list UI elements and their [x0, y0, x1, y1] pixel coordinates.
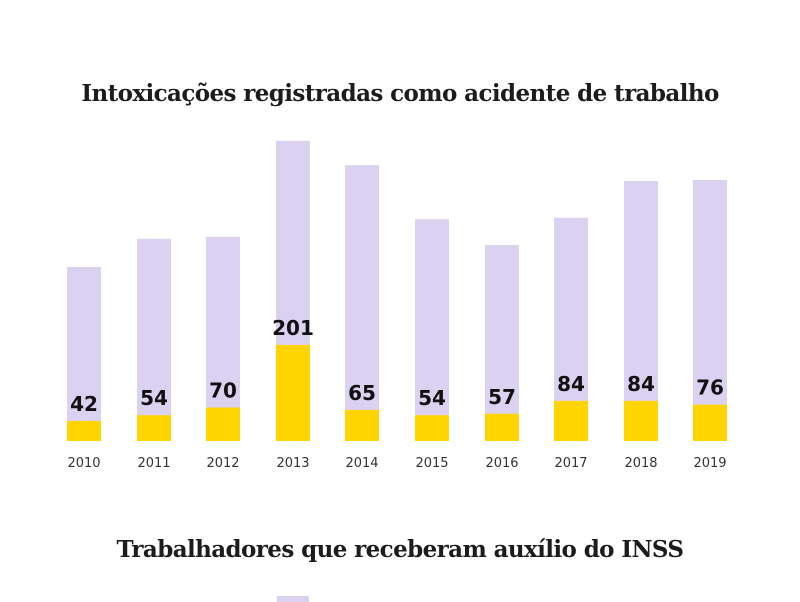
x-tick-label-2019: 2019 — [693, 456, 726, 471]
bar-total-2018 — [624, 180, 658, 441]
highlight-bars-group — [67, 344, 727, 441]
bar-intoxicacoes-2015 — [415, 415, 449, 441]
chart-title-intoxicacoes: Intoxicações registradas como acidente d… — [81, 80, 719, 107]
bar-total-2012 — [206, 236, 240, 441]
bar-intoxicacoes-2014 — [345, 409, 379, 441]
bar-intoxicacoes-2010 — [67, 420, 101, 441]
bar-intoxicacoes-2019 — [693, 404, 727, 441]
x-tick-label-2010: 2010 — [67, 456, 100, 471]
value-labels-group: 42 54 70 201 65 54 57 84 84 76 — [70, 316, 724, 416]
x-tick-label-2015: 2015 — [415, 456, 448, 471]
value-label-2013: 201 — [272, 316, 314, 340]
bar-total-2010 — [67, 267, 101, 441]
value-label-2016: 57 — [488, 385, 516, 409]
x-tick-label-2013: 2013 — [276, 456, 309, 471]
bar-total-2015 — [415, 219, 449, 441]
x-tick-label-2016: 2016 — [485, 456, 518, 471]
value-label-2011: 54 — [140, 386, 168, 410]
value-label-2010: 42 — [70, 392, 98, 416]
x-tick-label-2017: 2017 — [554, 456, 587, 471]
bar-intoxicacoes-2012 — [206, 407, 240, 441]
x-tick-labels-group: 2010 2011 2012 2013 2014 2015 2016 2017 2018 2019 — [67, 456, 726, 471]
value-label-2015: 54 — [418, 386, 446, 410]
bar-total-2019 — [693, 180, 727, 441]
x-tick-label-2018: 2018 — [624, 456, 657, 471]
value-label-2018: 84 — [627, 372, 655, 396]
x-tick-label-2011: 2011 — [137, 456, 170, 471]
x-tick-label-2012: 2012 — [206, 456, 239, 471]
x-tick-label-2014: 2014 — [345, 456, 378, 471]
bar-intoxicacoes-2018 — [624, 400, 658, 441]
bar-total-2011 — [137, 238, 171, 441]
value-label-2012: 70 — [209, 379, 237, 403]
chart-title-auxilio-inss: Trabalhadores que receberam auxílio do I… — [116, 536, 684, 563]
bar-total-2014 — [345, 165, 379, 441]
bar-intoxicacoes-2017 — [554, 400, 588, 441]
bar-total-2016 — [485, 245, 519, 441]
bar-intoxicacoes-2011 — [137, 415, 171, 441]
value-label-2019: 76 — [696, 376, 724, 400]
bar-intoxicacoes-2013 — [276, 344, 310, 441]
value-label-2014: 65 — [348, 381, 376, 405]
legend-swatch-total — [277, 596, 309, 602]
bar-intoxicacoes-2016 — [485, 413, 519, 441]
value-label-2017: 84 — [557, 372, 585, 396]
